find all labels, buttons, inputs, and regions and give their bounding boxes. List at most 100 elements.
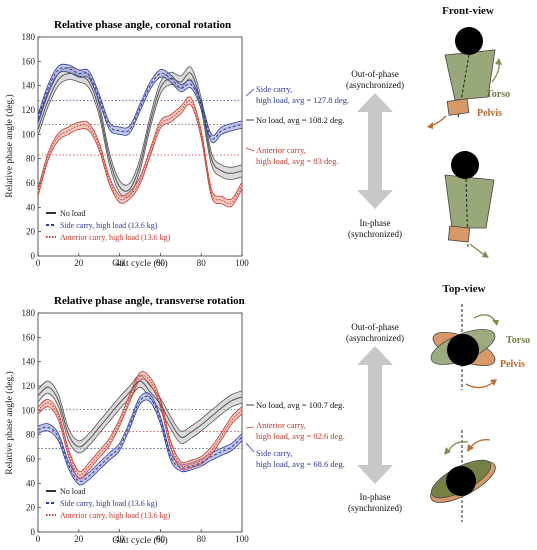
y-tick-label: 160 bbox=[22, 56, 36, 66]
y-tick-label: 100 bbox=[22, 405, 36, 415]
out-of-phase-label-bottom: Out-of-phase bbox=[351, 322, 398, 332]
asynchronized-label-top: (asynchronized) bbox=[346, 80, 404, 90]
series-band-upper-edge bbox=[37, 96, 243, 201]
arrowhead-icon bbox=[482, 251, 489, 258]
pelvis-icon bbox=[447, 225, 471, 243]
y-tick-label: 0 bbox=[31, 251, 36, 261]
transverse-chart-title: Relative phase angle, transverse rotatio… bbox=[54, 295, 245, 307]
transverse-average-annotations: No load, avg = 100.7 deg. Anterior carry… bbox=[245, 400, 345, 469]
y-tick-label: 80 bbox=[26, 430, 36, 440]
synchronized-label-top: (synchronized) bbox=[348, 229, 402, 239]
torso-label: Torso bbox=[506, 335, 530, 346]
synchronized-label-bottom: (synchronized) bbox=[348, 503, 402, 513]
legend-no-load-label: No load bbox=[60, 209, 86, 218]
legend-anterior-carry-label: Anterior carry, high load (13.6 kg) bbox=[60, 511, 171, 520]
y-tick-label: 0 bbox=[31, 527, 36, 537]
series-band-lower-edge bbox=[37, 103, 243, 208]
torso-arrowhead-icon bbox=[495, 58, 502, 65]
y-tick-label: 20 bbox=[26, 227, 36, 237]
x-tick-label: 60 bbox=[156, 258, 166, 268]
x-tick-label: 20 bbox=[74, 534, 84, 544]
phase-arrow-bottom: Out-of-phase (asynchronized) In-phase (s… bbox=[346, 322, 404, 513]
pelvis-rotation-arrow-icon bbox=[469, 439, 491, 449]
pelvis-label: Pelvis bbox=[477, 108, 502, 119]
coronal-y-axis-label: Relative phase angle (deg.) bbox=[4, 94, 15, 197]
series-band-2 bbox=[38, 96, 242, 208]
series-band-lower-edge bbox=[37, 399, 243, 486]
transverse-avg-anterior-line2: high load, avg = 82.6 deg. bbox=[256, 431, 345, 441]
transverse-avg-side-line1: Side carry, bbox=[256, 448, 292, 458]
torso-icon bbox=[444, 174, 495, 229]
y-tick-label: 140 bbox=[22, 81, 36, 91]
front-view-title: Front-view bbox=[442, 5, 494, 17]
series-line-0 bbox=[37, 72, 243, 192]
avg-anterior-arrow bbox=[245, 147, 255, 152]
x-tick-label: 20 bbox=[74, 258, 84, 268]
avg-anterior-arrow bbox=[245, 426, 255, 429]
coronal-chart: Relative phase angle, coronal rotation 0… bbox=[4, 19, 349, 269]
front-view-in-phase-figure bbox=[444, 151, 495, 258]
spine-axis bbox=[457, 54, 470, 119]
series-band-lower-edge bbox=[37, 386, 243, 454]
torso-arrowhead-icon bbox=[444, 447, 451, 455]
series-band-lower-edge bbox=[37, 78, 243, 198]
coronal-avg-no-load: No load, avg = 108.2 deg. bbox=[256, 115, 344, 125]
coronal-average-annotations: Side carry, high load, avg = 127.8 deg. … bbox=[245, 84, 349, 166]
transverse-avg-anterior-line1: Anterior carry, bbox=[256, 420, 306, 430]
pelvis-rotation-arrow-icon bbox=[465, 381, 495, 389]
y-tick-label: 20 bbox=[26, 503, 36, 513]
pelvis-arrowhead-icon bbox=[427, 122, 433, 129]
pelvis-label: Pelvis bbox=[500, 359, 525, 370]
y-tick-label: 40 bbox=[26, 202, 36, 212]
y-tick-label: 160 bbox=[22, 332, 36, 342]
x-tick-label: 0 bbox=[36, 534, 41, 544]
torso-arrowhead-icon bbox=[492, 320, 499, 326]
x-tick-label: 60 bbox=[156, 534, 166, 544]
front-view-out-of-phase-figure: Front-view Torso Pelvis bbox=[427, 5, 510, 129]
transverse-chart: Relative phase angle, transverse rotatio… bbox=[4, 295, 345, 546]
legend-side-carry-label: Side carry, high load (13.6 kg) bbox=[60, 499, 158, 508]
x-tick-label: 100 bbox=[235, 258, 249, 268]
coronal-x-axis-label: Gait cycle (%) bbox=[112, 258, 167, 269]
head-top-icon bbox=[446, 466, 476, 496]
transverse-x-axis-label: Gait cycle (%) bbox=[112, 535, 167, 546]
y-tick-label: 40 bbox=[26, 478, 36, 488]
series-line-1 bbox=[37, 67, 243, 140]
transverse-y-axis-label: Relative phase angle (deg.) bbox=[4, 371, 15, 474]
x-tick-label: 80 bbox=[197, 258, 207, 268]
y-tick-label: 180 bbox=[22, 32, 36, 42]
transverse-legend: No load Side carry, high load (13.6 kg) … bbox=[46, 487, 171, 520]
head-top-icon bbox=[447, 334, 479, 366]
torso-icon bbox=[444, 49, 496, 101]
y-tick-label: 60 bbox=[26, 178, 36, 188]
series-line-1 bbox=[37, 395, 243, 482]
coronal-avg-anterior-line1: Anterior carry, bbox=[256, 145, 306, 155]
series-line-2 bbox=[37, 374, 243, 476]
coronal-avg-side-line1: Side carry, bbox=[256, 84, 292, 94]
x-tick-label: 0 bbox=[36, 258, 41, 268]
x-tick-label: 100 bbox=[235, 534, 249, 544]
x-tick-label: 80 bbox=[197, 534, 207, 544]
pelvis-arrowhead-icon bbox=[467, 444, 474, 452]
coronal-legend: No load Side carry, high load (13.6 kg) … bbox=[46, 209, 171, 242]
double-arrow-icon bbox=[357, 346, 393, 484]
head-icon bbox=[455, 27, 483, 55]
y-tick-label: 60 bbox=[26, 454, 36, 464]
series-band-upper-edge bbox=[37, 63, 243, 136]
coronal-plot-frame bbox=[37, 36, 243, 257]
x-tick-label: 40 bbox=[115, 258, 125, 268]
series-band-upper-edge bbox=[37, 371, 243, 472]
top-view-out-of-phase-figure: Top-view Torso Pelvis bbox=[430, 283, 530, 390]
in-phase-label-top: In-phase bbox=[360, 218, 391, 228]
series-line-0 bbox=[37, 380, 243, 448]
double-arrow-icon bbox=[357, 93, 393, 209]
y-tick-label: 100 bbox=[22, 129, 36, 139]
y-tick-label: 140 bbox=[22, 357, 36, 367]
y-tick-label: 120 bbox=[22, 381, 36, 391]
legend-anterior-carry-label: Anterior carry, high load (13.6 kg) bbox=[60, 233, 171, 242]
phase-arrow-top: Out-of-phase (asynchronized) In-phase (s… bbox=[346, 69, 404, 239]
top-view-title: Top-view bbox=[443, 283, 486, 295]
y-tick-label: 80 bbox=[26, 154, 36, 164]
coronal-chart-title: Relative phase angle, coronal rotation bbox=[54, 19, 231, 31]
series-line-2 bbox=[37, 100, 243, 204]
